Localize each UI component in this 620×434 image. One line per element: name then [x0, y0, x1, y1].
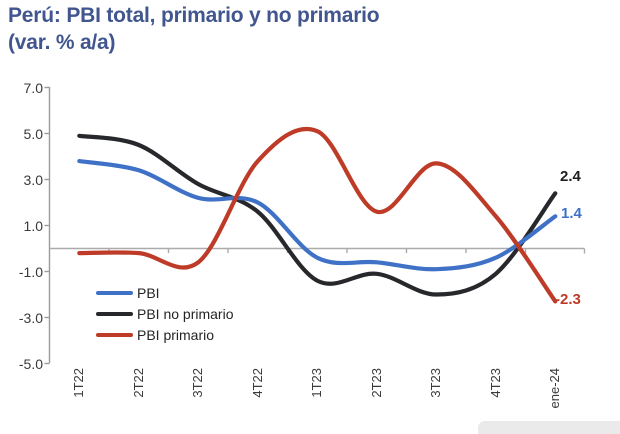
- x-axis-label: ene-24: [547, 368, 563, 409]
- end-label-pbi: 1.4: [561, 205, 582, 222]
- y-axis-label: 7.0: [23, 79, 43, 96]
- y-axis-label: -3.0: [18, 309, 43, 326]
- legend-swatch-icon: [96, 332, 133, 337]
- legend: PBI PBI no primario PBI primario: [96, 282, 233, 345]
- page-title: Perú: PBI total, primario y no primario: [8, 4, 380, 27]
- x-axis-label: 4T22: [249, 368, 265, 398]
- end-label-pbi-primario: -2.3: [555, 291, 581, 308]
- legend-label: PBI no primario: [137, 305, 234, 322]
- background-strip: [478, 421, 620, 434]
- legend-item: PBI: [96, 282, 233, 303]
- x-axis-label: 2T22: [130, 368, 146, 398]
- x-axis-label: 3T23: [428, 368, 444, 398]
- legend-label: PBI: [137, 284, 160, 301]
- x-axis-label: 2T23: [368, 368, 384, 398]
- y-axis-label: 3.0: [23, 171, 43, 188]
- x-axis-label: 1T23: [309, 368, 325, 398]
- page-subtitle: (var. % a/a): [8, 31, 116, 54]
- series-line-pbi-primario: [77, 126, 558, 304]
- end-label-pbi-no-primario: 2.4: [560, 168, 581, 185]
- legend-label: PBI primario: [137, 326, 215, 343]
- title-block: Perú: PBI total, primario y no primario …: [8, 2, 380, 56]
- y-axis-label: 1.0: [23, 217, 43, 234]
- series-line-pbi-no-primario: [77, 133, 558, 297]
- legend-item: PBI primario: [96, 324, 233, 345]
- legend-swatch-icon: [96, 311, 133, 316]
- y-axis-label: 5.0: [23, 125, 43, 142]
- y-axis-label: -5.0: [18, 355, 43, 372]
- x-axis-label: 1T22: [71, 368, 87, 398]
- series-line-pbi: [77, 159, 558, 272]
- y-axis-label: -1.0: [18, 263, 43, 280]
- x-axis-label: 3T22: [190, 368, 206, 398]
- legend-swatch-icon: [96, 290, 133, 295]
- legend-item: PBI no primario: [96, 303, 233, 324]
- x-axis-label: 4T23: [487, 368, 503, 398]
